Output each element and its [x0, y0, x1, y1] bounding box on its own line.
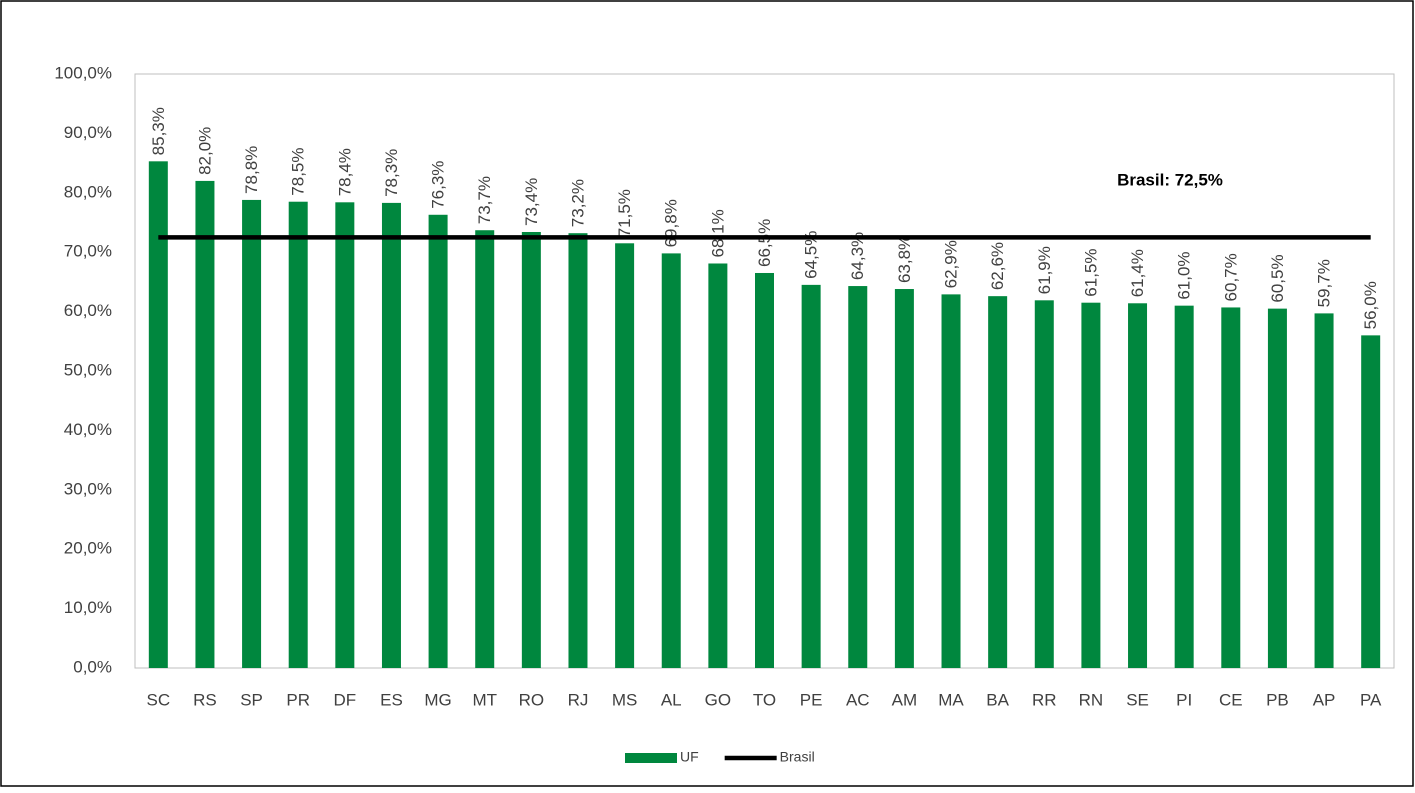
value-label: 68,1%	[708, 209, 727, 257]
value-label: 66,5%	[755, 219, 774, 267]
bar	[568, 233, 588, 668]
value-label: 78,4%	[335, 148, 354, 196]
x-tick-label: MA	[938, 690, 964, 709]
y-tick-label: 40,0%	[64, 420, 112, 439]
x-tick-label: RR	[1032, 690, 1057, 709]
x-tick-label: SE	[1126, 690, 1149, 709]
bar	[381, 202, 401, 668]
value-label: 61,9%	[1035, 246, 1054, 294]
bar	[708, 263, 728, 668]
bar	[475, 230, 495, 669]
bar	[1221, 307, 1241, 668]
bar	[242, 199, 262, 669]
y-tick-label: 90,0%	[64, 123, 112, 142]
value-label: 62,6%	[988, 242, 1007, 290]
value-label: 61,5%	[1081, 248, 1100, 296]
x-tick-label: RN	[1079, 690, 1104, 709]
value-label: 64,3%	[848, 232, 867, 280]
bar	[195, 180, 215, 669]
legend-swatch	[625, 753, 677, 763]
bar	[941, 294, 961, 668]
x-tick-label: BA	[986, 690, 1009, 709]
value-label: 78,8%	[242, 146, 261, 194]
x-tick-label: RJ	[568, 690, 589, 709]
x-tick-label: TO	[753, 690, 776, 709]
bar	[988, 296, 1008, 668]
bar	[521, 232, 541, 668]
x-tick-label: PR	[286, 690, 310, 709]
y-tick-label: 50,0%	[64, 360, 112, 379]
value-label: 73,7%	[475, 176, 494, 224]
bar	[1361, 335, 1381, 668]
x-tick-label: PI	[1176, 690, 1192, 709]
x-tick-label: PE	[800, 690, 823, 709]
bar	[894, 289, 914, 668]
x-tick-label: AM	[892, 690, 918, 709]
x-tick-label: GO	[705, 690, 731, 709]
value-label: 69,8%	[662, 199, 681, 247]
y-tick-label: 10,0%	[64, 598, 112, 617]
y-tick-label: 100,0%	[54, 63, 112, 82]
x-tick-label: MG	[424, 690, 451, 709]
bar	[848, 286, 868, 668]
x-tick-label: ES	[380, 690, 403, 709]
bar	[1314, 313, 1334, 668]
value-label: 78,5%	[289, 148, 308, 196]
bar	[288, 201, 308, 668]
x-tick-label: CE	[1219, 690, 1243, 709]
bar	[615, 243, 635, 669]
value-label: 82,0%	[195, 127, 214, 175]
value-label: 63,8%	[895, 235, 914, 283]
y-tick-label: 60,0%	[64, 301, 112, 320]
x-tick-label: RS	[193, 690, 217, 709]
value-label: 59,7%	[1315, 259, 1334, 307]
value-label: 64,5%	[802, 231, 821, 279]
x-tick-label: MT	[472, 690, 497, 709]
x-tick-label: AP	[1313, 690, 1336, 709]
x-tick-label: RO	[519, 690, 545, 709]
value-label: 60,5%	[1268, 254, 1287, 302]
bar	[335, 202, 355, 668]
value-label: 56,0%	[1361, 281, 1380, 329]
value-label: 85,3%	[149, 107, 168, 155]
x-tick-label: AL	[661, 690, 682, 709]
bar	[148, 161, 168, 668]
legend-label: Brasil	[780, 749, 815, 765]
value-label: 60,7%	[1221, 253, 1240, 301]
x-tick-label: SP	[240, 690, 263, 709]
bar	[428, 214, 448, 668]
x-tick-label: AC	[846, 690, 870, 709]
value-label: 73,2%	[568, 179, 587, 227]
legend-label: UF	[680, 749, 699, 765]
bar	[1034, 300, 1054, 668]
value-label: 73,4%	[522, 178, 541, 226]
bar	[1267, 308, 1287, 668]
x-tick-label: MS	[612, 690, 638, 709]
bar	[801, 284, 821, 668]
y-tick-label: 0,0%	[73, 657, 112, 676]
y-tick-label: 80,0%	[64, 182, 112, 201]
value-label: 61,4%	[1128, 249, 1147, 297]
bar	[1081, 302, 1101, 668]
value-label: 78,3%	[382, 149, 401, 197]
y-tick-label: 20,0%	[64, 539, 112, 558]
value-label: 71,5%	[615, 189, 634, 237]
value-label: 62,9%	[942, 240, 961, 288]
y-tick-label: 30,0%	[64, 479, 112, 498]
bar	[755, 272, 774, 668]
x-tick-label: PB	[1266, 690, 1289, 709]
bar	[661, 253, 681, 668]
y-tick-label: 70,0%	[64, 242, 112, 261]
x-tick-label: PA	[1360, 690, 1382, 709]
value-label: 76,3%	[429, 161, 448, 209]
value-label: 61,0%	[1175, 251, 1194, 299]
bar	[1128, 303, 1148, 668]
x-tick-label: SC	[147, 690, 171, 709]
bar	[1174, 305, 1194, 668]
x-tick-label: DF	[333, 690, 356, 709]
annotation: Brasil: 72,5%	[1117, 170, 1223, 189]
